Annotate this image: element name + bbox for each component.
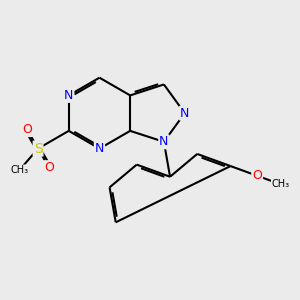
Text: S: S xyxy=(34,142,42,156)
Text: O: O xyxy=(44,161,54,174)
Text: N: N xyxy=(64,89,74,102)
Text: N: N xyxy=(180,106,189,120)
Text: N: N xyxy=(159,135,169,148)
Text: CH₃: CH₃ xyxy=(11,165,28,175)
Text: N: N xyxy=(95,142,104,155)
Text: CH₃: CH₃ xyxy=(272,179,290,189)
Text: O: O xyxy=(22,123,32,136)
Text: O: O xyxy=(252,169,262,182)
